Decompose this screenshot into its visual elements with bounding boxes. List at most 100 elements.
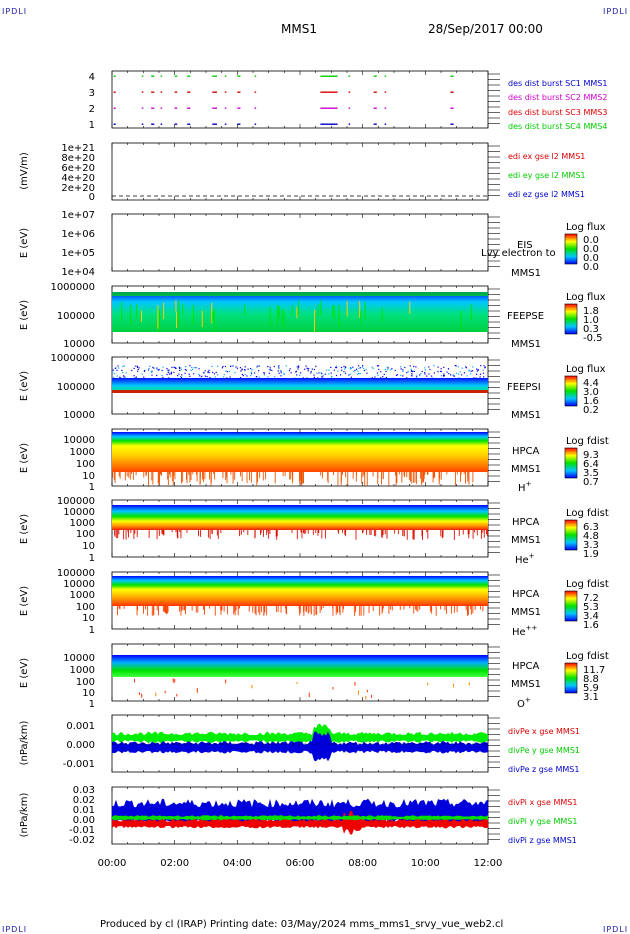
spectrogram-drip bbox=[337, 530, 339, 533]
feepsi-dot bbox=[354, 369, 356, 371]
spectrogram-drip bbox=[333, 472, 334, 476]
spectrogram-drip bbox=[202, 472, 204, 480]
spectrogram-drip bbox=[203, 606, 204, 610]
spectrogram-drip bbox=[298, 472, 300, 483]
feepsi-dot bbox=[453, 375, 456, 377]
divpi-y-series bbox=[112, 815, 488, 821]
spectrogram-drip bbox=[406, 530, 408, 540]
spectrogram-drip bbox=[143, 472, 145, 478]
spectrogram-drip bbox=[275, 530, 277, 537]
spectrogram-drip bbox=[220, 606, 222, 610]
divpi-x-series bbox=[112, 810, 488, 835]
spectrogram-drip bbox=[160, 472, 162, 475]
feepsi-dot bbox=[335, 367, 338, 369]
feepsi-dot bbox=[280, 370, 283, 372]
burst-interval bbox=[224, 107, 227, 109]
spectrogram-drip bbox=[112, 472, 114, 478]
eis-tick: 1e+04 bbox=[61, 267, 95, 278]
feepsi-dot bbox=[344, 366, 347, 369]
hpca-he1-label: HPCA bbox=[512, 517, 540, 528]
feepsi-dot bbox=[344, 368, 346, 370]
feepsi-dot bbox=[349, 368, 351, 370]
hpca-o-speck bbox=[308, 692, 310, 698]
feepsi-dot bbox=[479, 376, 481, 378]
feepse-streak bbox=[460, 310, 462, 331]
burst-interval bbox=[151, 91, 155, 93]
spectrogram-drip bbox=[137, 606, 139, 611]
feepsi-dot bbox=[416, 375, 418, 377]
feepsi-dot bbox=[410, 370, 413, 372]
feepsi-dot bbox=[359, 373, 361, 375]
spectrogram-drip bbox=[470, 606, 472, 615]
feepse-streak bbox=[333, 304, 335, 319]
hpca-o-ylabel: E (eV) bbox=[19, 658, 30, 688]
feepsi-dot bbox=[472, 366, 474, 368]
hpca-o-label: HPCA bbox=[512, 661, 540, 672]
spectrogram-drip bbox=[402, 530, 404, 536]
spectrogram-drip bbox=[421, 530, 423, 537]
feepsi-dot bbox=[378, 368, 380, 371]
feepsi-dot bbox=[409, 365, 411, 367]
spectrogram-drip bbox=[190, 472, 192, 481]
eis-colorbar-tick: 0.0 bbox=[583, 262, 599, 273]
burst-interval bbox=[224, 123, 227, 125]
burst-tick: 4 bbox=[89, 72, 95, 83]
feepsi-dot bbox=[484, 367, 486, 369]
hpca-o-speck bbox=[155, 692, 157, 697]
hpca-he1-colorbar bbox=[564, 519, 578, 551]
efield-ylabel: (mV/m) bbox=[19, 152, 30, 190]
burst-interval bbox=[384, 107, 387, 109]
feepse-streak bbox=[360, 310, 362, 324]
feepsi-dot bbox=[241, 373, 243, 376]
feepsi-dot bbox=[307, 370, 309, 372]
hpca-o-speck bbox=[370, 694, 372, 698]
spectrogram-drip bbox=[460, 472, 462, 475]
feepsi-dot bbox=[395, 374, 398, 376]
feepsi-dot bbox=[316, 372, 318, 374]
spectrogram-drip bbox=[136, 606, 138, 616]
feepse-streak bbox=[129, 304, 131, 325]
hpca-o-colorbar bbox=[564, 662, 578, 694]
feepsi-dot bbox=[377, 374, 379, 376]
spectrogram-drip bbox=[472, 472, 474, 483]
efield-frame bbox=[111, 142, 489, 201]
feepsi-dot bbox=[190, 369, 192, 372]
feepsi-dot bbox=[380, 371, 382, 373]
spectrogram-drip bbox=[168, 472, 170, 475]
spectrogram-drip bbox=[227, 606, 229, 615]
burst-interval bbox=[151, 75, 155, 77]
spectrogram-drip bbox=[234, 606, 236, 616]
spectrogram-drip bbox=[465, 606, 467, 611]
spectrogram-drip bbox=[166, 606, 168, 614]
hpca-he1-tick: 100000 bbox=[57, 496, 95, 507]
feepsi-dot bbox=[167, 369, 169, 371]
hpca-o-speck bbox=[354, 681, 356, 686]
hpca-o-speck bbox=[365, 695, 367, 700]
spectrogram-drip bbox=[422, 472, 424, 482]
spectrogram-drip bbox=[476, 530, 478, 536]
hpca-he2-colorbar-tick: 5.3 bbox=[583, 602, 599, 613]
burst-interval bbox=[160, 107, 163, 109]
feepsi-dot bbox=[151, 370, 153, 372]
spectrogram-drip bbox=[266, 606, 268, 616]
spectrogram-drip bbox=[344, 530, 346, 533]
divpe-tick: 0.001 bbox=[66, 721, 95, 732]
spectrogram-drip bbox=[421, 472, 423, 485]
feepsi-dot bbox=[119, 376, 121, 378]
burst-interval bbox=[212, 75, 217, 77]
feepsi-dot bbox=[458, 373, 460, 375]
feepsi-dot bbox=[170, 372, 172, 375]
spectrogram-drip bbox=[189, 472, 191, 483]
burst-interval bbox=[237, 91, 241, 93]
burst-interval bbox=[384, 75, 387, 77]
spectrogram-drip bbox=[184, 606, 186, 611]
spectrogram-drip bbox=[470, 606, 472, 610]
feepsi-dot bbox=[178, 366, 181, 368]
feepsi-dot bbox=[307, 368, 309, 370]
spectrogram-drip bbox=[368, 606, 370, 614]
hpca-he2-ylabel: E (eV) bbox=[19, 586, 30, 616]
spectrogram-drip bbox=[446, 472, 448, 475]
feepsi-dot bbox=[386, 366, 388, 368]
feepsi-dot bbox=[179, 369, 181, 372]
divpi-tick: 0.02 bbox=[73, 795, 95, 806]
